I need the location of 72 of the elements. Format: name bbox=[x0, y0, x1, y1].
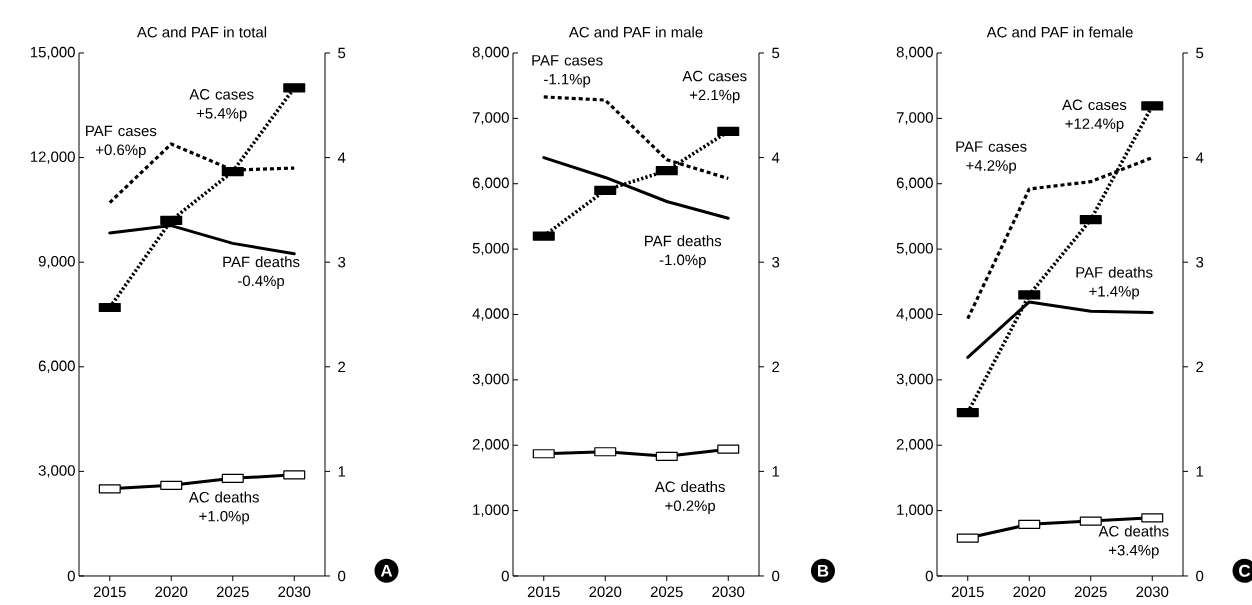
text: B bbox=[817, 564, 829, 577]
y2-tick-label: 4 bbox=[337, 152, 346, 163]
y2-tick-label: 1 bbox=[338, 466, 346, 477]
annotation: AC deaths +1.0%p bbox=[188, 491, 259, 525]
y-tick-label: 3,000 bbox=[38, 465, 75, 478]
annotation: AC cases +5.4%p bbox=[189, 89, 254, 122]
annotation: AC deaths +3.4%p bbox=[1098, 525, 1169, 559]
y-tick-label: 5,000 bbox=[896, 242, 933, 256]
y2-tick-label: 0 bbox=[338, 570, 346, 582]
y2-tick-label: 5 bbox=[1196, 47, 1204, 59]
text: C bbox=[1239, 564, 1251, 577]
y2-tick-label: 4 bbox=[1195, 152, 1204, 163]
chart-title: AC and PAF in total bbox=[136, 26, 267, 38]
y2-tick-label: 2 bbox=[1196, 361, 1204, 372]
y2-tick-label: 0 bbox=[772, 570, 780, 582]
x-tick-label: 2015 bbox=[93, 586, 126, 598]
y-tick-label: 3,000 bbox=[472, 373, 509, 387]
y-tick-label: 9,000 bbox=[38, 256, 75, 269]
y-tick-label: 7,000 bbox=[472, 112, 509, 125]
annotation: PAF cases +4.2%p bbox=[956, 141, 1027, 174]
y2-tick-label: 3 bbox=[772, 256, 780, 268]
x-tick-label: 2025 bbox=[650, 586, 683, 598]
y2-tick-label: 2 bbox=[338, 361, 346, 372]
y-tick-label: 5,000 bbox=[472, 242, 509, 256]
y-tick-label: 3,000 bbox=[896, 373, 933, 387]
y-tick-label: 8,000 bbox=[896, 46, 933, 60]
x-tick-label: 2020 bbox=[1013, 586, 1046, 598]
y2-tick-label: 1 bbox=[772, 466, 780, 477]
y-tick-label: 12,000 bbox=[30, 151, 75, 164]
y2-tick-label: 1 bbox=[1196, 466, 1204, 477]
x-tick-label: 2020 bbox=[155, 586, 188, 598]
y2-tick-label: 3 bbox=[338, 256, 346, 268]
y-tick-label: 0 bbox=[67, 570, 75, 582]
y-tick-label: 0 bbox=[925, 570, 933, 582]
chart-title: AC and PAF in male bbox=[568, 26, 703, 38]
y2-tick-label: 2 bbox=[772, 361, 780, 372]
annotation: PAF deaths +1.4%p bbox=[1076, 266, 1153, 300]
y-tick-label: 1,000 bbox=[473, 504, 509, 517]
chart-title: AC and PAF in female bbox=[986, 26, 1133, 38]
x-tick-label: 2030 bbox=[712, 586, 745, 598]
annotation: AC deaths +0.2%p bbox=[654, 481, 725, 514]
annotation: AC cases +12.4%p bbox=[1062, 99, 1127, 132]
x-tick-label: 2015 bbox=[527, 586, 560, 598]
y-tick-label: 6,000 bbox=[38, 360, 75, 373]
annotation: PAF deaths -1.0%p bbox=[645, 235, 722, 269]
x-tick-label: 2020 bbox=[589, 586, 622, 598]
y-tick-label: 7,000 bbox=[896, 112, 933, 125]
y-tick-label: 1,000 bbox=[897, 504, 933, 517]
annotation: PAF deaths -0.4%p bbox=[223, 256, 300, 290]
text: A bbox=[380, 564, 393, 577]
y-tick-label: 2,000 bbox=[472, 439, 509, 452]
annotation: AC cases +2.1%p bbox=[682, 70, 747, 104]
x-tick-label: 2015 bbox=[951, 586, 984, 598]
y-tick-label: 15,000 bbox=[30, 46, 75, 60]
y-tick-label: 4,000 bbox=[472, 308, 509, 321]
y-tick-label: 0 bbox=[501, 570, 509, 582]
y2-tick-label: 0 bbox=[1196, 570, 1204, 582]
y-tick-label: 6,000 bbox=[472, 177, 509, 190]
x-tick-label: 2030 bbox=[1136, 586, 1169, 598]
y2-tick-label: 5 bbox=[772, 47, 780, 59]
y2-tick-label: 4 bbox=[771, 152, 780, 163]
y-tick-label: 8,000 bbox=[472, 46, 509, 60]
annotation: PAF cases +0.6%p bbox=[86, 125, 157, 159]
y2-tick-label: 3 bbox=[1196, 256, 1204, 268]
x-tick-label: 2025 bbox=[1074, 586, 1107, 598]
y2-tick-label: 5 bbox=[338, 47, 346, 59]
x-tick-label: 2025 bbox=[216, 586, 249, 598]
y-tick-label: 2,000 bbox=[896, 439, 933, 452]
annotation: PAF cases -1.1%p bbox=[532, 55, 603, 88]
y-tick-label: 4,000 bbox=[896, 308, 933, 321]
x-tick-label: 2030 bbox=[278, 586, 311, 598]
y-tick-label: 6,000 bbox=[896, 177, 933, 190]
